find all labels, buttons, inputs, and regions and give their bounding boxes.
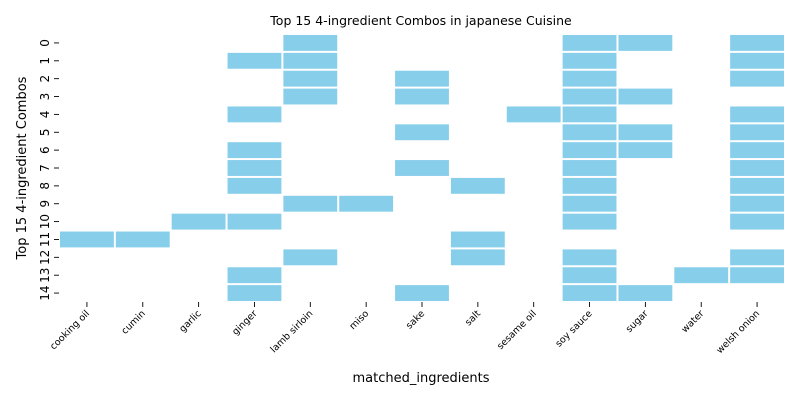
x-tick-label: ginger [230, 308, 259, 337]
y-tick-label: 4 [38, 111, 52, 119]
x-tick-label: water [679, 308, 706, 335]
heatmap-cell [227, 285, 282, 301]
heatmap-cell [562, 177, 617, 194]
heatmap-cell [283, 52, 338, 69]
heatmap-cell [171, 213, 226, 230]
x-tick-label: miso [347, 308, 371, 332]
heatmap-cell [227, 142, 282, 159]
y-tick-label: 2 [38, 75, 52, 83]
chart-title: Top 15 4-ingredient Combos in japanese C… [269, 13, 572, 28]
heatmap-cell [283, 35, 338, 51]
x-tick-label: salt [463, 308, 483, 328]
heatmap-cell [730, 213, 784, 230]
heatmap-cell [227, 160, 282, 176]
y-tick-label: 8 [38, 182, 52, 190]
heatmap-cell [227, 52, 282, 69]
heatmap-cell [562, 106, 617, 123]
y-tick-label: 12 [38, 250, 52, 265]
x-tick-label: soy sauce [553, 308, 594, 349]
heatmap-cell [339, 195, 394, 212]
heatmap-cell [730, 267, 784, 284]
heatmap-cell [562, 213, 617, 230]
x-tick-label: cumin [119, 308, 147, 336]
heatmap-cell [60, 231, 114, 248]
heatmap-cell [730, 35, 784, 51]
heatmap-cell [562, 52, 617, 69]
x-tick-label: garlic [177, 308, 203, 334]
heatmap-cell [115, 231, 170, 248]
heatmap-cell [283, 88, 338, 105]
x-axis-label: matched_ingredients [353, 371, 490, 386]
heatmap-cell [506, 106, 561, 123]
heatmap-cell [730, 142, 784, 159]
y-tick-label: 11 [38, 232, 52, 247]
y-tick-label: 10 [38, 214, 52, 229]
heatmap-cell [730, 195, 784, 212]
y-tick-label: 3 [38, 93, 52, 101]
x-axis-ticks: cooking oil cumin garlic ginger lamb sirloin… [48, 302, 762, 356]
heatmap-cells [60, 35, 784, 301]
heatmap-cell [395, 124, 449, 141]
heatmap-cell [283, 249, 338, 266]
heatmap-cell [730, 106, 784, 123]
heatmap-cell [730, 160, 784, 176]
heatmap-cell [618, 285, 673, 301]
heatmap-cell [395, 160, 449, 176]
heatmap-cell [730, 124, 784, 141]
heatmap-cell [283, 195, 338, 212]
heatmap-cell [562, 142, 617, 159]
x-tick-label: sesame oil [495, 308, 539, 352]
x-tick-label: lamb sirloin [268, 308, 315, 355]
heatmap-cell [562, 285, 617, 301]
heatmap-cell [730, 52, 784, 69]
x-tick-label: sake [404, 308, 427, 331]
y-tick-label: 9 [38, 200, 52, 208]
y-tick-label: 0 [38, 39, 52, 47]
heatmap-cell [283, 70, 338, 87]
heatmap-cell [730, 177, 784, 194]
heatmap-cell [227, 106, 282, 123]
heatmap-cell [562, 160, 617, 176]
x-tick-label: sugar [624, 308, 651, 335]
y-tick-label: 1 [38, 57, 52, 65]
heatmap-cell [395, 285, 449, 301]
heatmap-cell [618, 124, 673, 141]
heatmap-cell [730, 249, 784, 266]
heatmap-cell [562, 267, 617, 284]
heatmap-cell [730, 70, 784, 87]
y-tick-label: 14 [38, 285, 52, 300]
x-tick-label: welsh onion [714, 308, 762, 356]
heatmap-cell [450, 177, 505, 194]
heatmap-cell [674, 267, 729, 284]
heatmap-cell [562, 70, 617, 87]
heatmap-cell [395, 70, 449, 87]
y-tick-label: 13 [38, 268, 52, 283]
heatmap-cell [562, 124, 617, 141]
heatmap-cell [618, 142, 673, 159]
x-tick-label: cooking oil [48, 308, 92, 352]
heatmap-cell [227, 267, 282, 284]
heatmap-cell [562, 35, 617, 51]
heatmap-cell [450, 231, 505, 248]
y-axis-label: Top 15 4-ingredient Combos [15, 76, 30, 260]
heatmap-cell [618, 88, 673, 105]
heatmap-cell [227, 177, 282, 194]
heatmap-cell [562, 88, 617, 105]
heatmap-cell [395, 88, 449, 105]
y-tick-label: 6 [38, 146, 52, 154]
y-tick-label: 5 [38, 128, 52, 136]
heatmap-cell [562, 249, 617, 266]
heatmap-cell [618, 35, 673, 51]
heatmap-cell [450, 249, 505, 266]
heatmap-cell [227, 213, 282, 230]
y-tick-label: 7 [38, 164, 52, 172]
heatmap-cell [562, 195, 617, 212]
